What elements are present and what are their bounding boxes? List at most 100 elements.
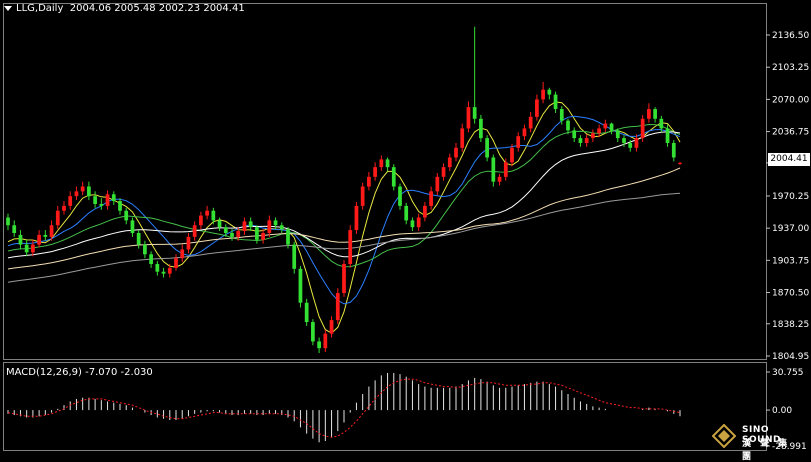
candle-body <box>174 258 178 268</box>
candle-body <box>472 107 477 119</box>
candle-body <box>659 118 664 129</box>
candle-body <box>541 89 545 100</box>
candle-body <box>223 227 228 233</box>
candle-body <box>559 109 564 121</box>
candle-body <box>410 220 415 228</box>
candle-body <box>74 191 79 197</box>
candle-body <box>248 221 253 228</box>
candle-body <box>230 232 234 237</box>
candle-body <box>111 194 116 202</box>
candle-body <box>335 293 340 321</box>
candle-body <box>479 118 483 139</box>
diamond-logo-icon <box>712 424 736 448</box>
candle-body <box>55 210 60 226</box>
candle-body <box>367 176 371 187</box>
candle-body <box>205 210 209 216</box>
candle-body <box>485 138 489 158</box>
candle-body <box>80 186 85 192</box>
price-tick-label: 1804.95 <box>772 352 809 362</box>
candle-body <box>130 220 135 233</box>
candle-body <box>622 138 626 143</box>
price-tick-label: 1903.75 <box>772 256 809 266</box>
sino-sound-logo: SINO SOUND 漢 聲 集 團 <box>712 422 808 462</box>
candle-body <box>255 227 259 240</box>
candle-body <box>678 162 682 164</box>
dropdown-triangle-icon[interactable] <box>4 6 12 11</box>
candle-body <box>653 109 657 119</box>
candle-body <box>323 333 328 349</box>
candle-body <box>87 186 91 197</box>
price-tick-label: 1937.00 <box>772 224 809 234</box>
candle-body <box>261 232 265 240</box>
candle-body <box>273 220 278 226</box>
price-tick-label: 1870.50 <box>772 289 809 299</box>
candle-body <box>553 94 558 110</box>
candle-body <box>186 236 191 250</box>
candle-body <box>161 271 166 274</box>
candle-body <box>286 229 290 245</box>
candle-body <box>292 244 297 269</box>
candle-body <box>311 322 315 342</box>
candle-body <box>167 267 172 274</box>
candle-body <box>192 225 197 237</box>
candle-body <box>149 254 153 264</box>
candle-body <box>18 234 23 245</box>
candle-body <box>143 244 147 255</box>
candle-body <box>155 263 160 272</box>
candle-body <box>647 109 651 119</box>
candle-body <box>211 210 216 221</box>
macd-histogram <box>7 372 681 443</box>
candle-body <box>466 107 471 129</box>
candle-body <box>628 142 633 148</box>
price-tick-label: 2136.50 <box>772 31 809 41</box>
ma-tan-line <box>7 167 681 270</box>
candle-body <box>180 249 185 259</box>
candle-body <box>591 133 595 139</box>
candle-body <box>236 231 241 237</box>
macd-header: MACD(12,26,9) -7.070 -2.030 <box>6 367 153 378</box>
logo-brand-cn: 漢 聲 集 團 <box>742 439 791 462</box>
candle-body <box>304 302 309 323</box>
chart-header: LLG,Daily 2004.06 2005.48 2002.23 2004.4… <box>4 3 245 17</box>
candle-body <box>640 118 645 139</box>
candle-body <box>99 203 104 206</box>
candle-body <box>373 167 377 177</box>
logo-brand: SINO SOUND <box>742 425 781 445</box>
candle-body <box>435 176 440 192</box>
candle-body <box>578 138 583 143</box>
candle-body <box>491 157 496 182</box>
candle-body <box>584 138 589 143</box>
macd-signal-line <box>7 378 681 438</box>
macd-tick-label: 0.00 <box>772 406 792 416</box>
candle-body <box>634 138 639 148</box>
candle-body <box>6 217 10 226</box>
candle-body <box>429 191 433 206</box>
macd-tick-label: 30.755 <box>772 368 804 378</box>
ma-yellow-line <box>7 101 681 334</box>
candle-body <box>503 162 508 177</box>
candle-body <box>348 230 353 264</box>
candle-body <box>615 130 620 139</box>
candle-body <box>391 167 396 187</box>
candle-body <box>404 205 409 221</box>
candle-body <box>522 128 527 137</box>
candle-body <box>342 263 346 294</box>
candle-body <box>423 205 427 218</box>
price-tick-label: 2036.75 <box>772 128 809 138</box>
candle-body <box>31 244 35 253</box>
candlesticks <box>6 26 682 354</box>
candle-body <box>43 234 48 237</box>
candle-body <box>118 201 122 211</box>
candle-body <box>68 196 73 206</box>
candle-body <box>217 220 222 228</box>
candle-body <box>93 196 97 204</box>
price-tick-label: 1838.25 <box>772 320 809 330</box>
candle-body <box>354 205 359 231</box>
candle-body <box>379 159 384 168</box>
price-axis: 2136.50 2103.25 2070.00 2036.75 1970.25 1937.… <box>766 31 809 362</box>
candle-body <box>62 205 66 211</box>
candle-body <box>199 215 203 226</box>
candle-body <box>547 89 552 95</box>
candle-body <box>603 123 608 129</box>
